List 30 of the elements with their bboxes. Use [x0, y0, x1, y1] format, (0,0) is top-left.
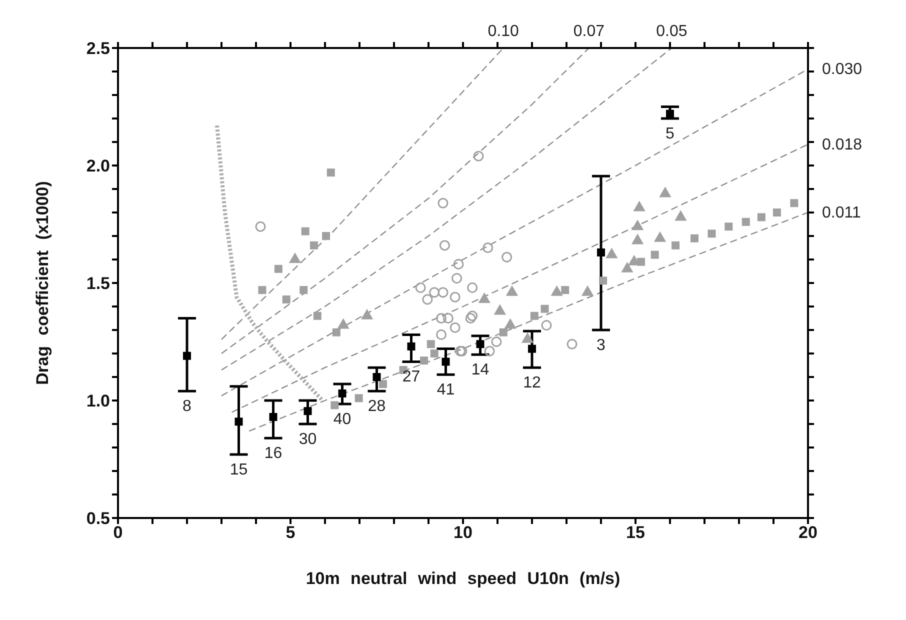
annotation: 5 [666, 126, 675, 142]
annotation: 27 [402, 368, 420, 386]
series-label: 0.011 [822, 204, 861, 222]
series-label: 0.018 [822, 136, 862, 154]
annotation: 12 [523, 374, 541, 392]
annotation: 3 [596, 337, 606, 354]
annotation: 28 [368, 398, 386, 416]
annotation: 8 [182, 398, 192, 416]
x-tick-label: 20 [798, 523, 818, 542]
x-tick-label: 5 [286, 523, 296, 542]
annotation: 30 [298, 431, 317, 448]
series-label: 0.05 [656, 23, 688, 40]
x-tick-label: 15 [626, 523, 645, 542]
y-tick-label: 0.5 [86, 509, 110, 528]
y-axis-title: Drag coefficient (x1000) [33, 181, 52, 385]
annotation: 40 [333, 411, 352, 428]
series-label: 0.030 [822, 61, 862, 78]
x-axis-title: 10m neutral wind speed U10n (m/s) [306, 569, 620, 588]
series-label: 0.07 [573, 23, 605, 40]
annotation: 16 [264, 445, 282, 462]
annotation: 15 [230, 462, 248, 479]
annotation: 41 [436, 382, 455, 399]
y-tick-label: 2.0 [86, 156, 110, 176]
y-tick-label: 2.5 [86, 39, 110, 58]
annotation: 14 [471, 362, 490, 379]
x-tick-label: 0 [113, 523, 123, 542]
y-tick-label: 1.5 [86, 274, 110, 294]
y-tick-label: 1.0 [86, 392, 110, 411]
series-label: 0.10 [488, 23, 520, 40]
x-tick-label: 10 [454, 523, 472, 542]
